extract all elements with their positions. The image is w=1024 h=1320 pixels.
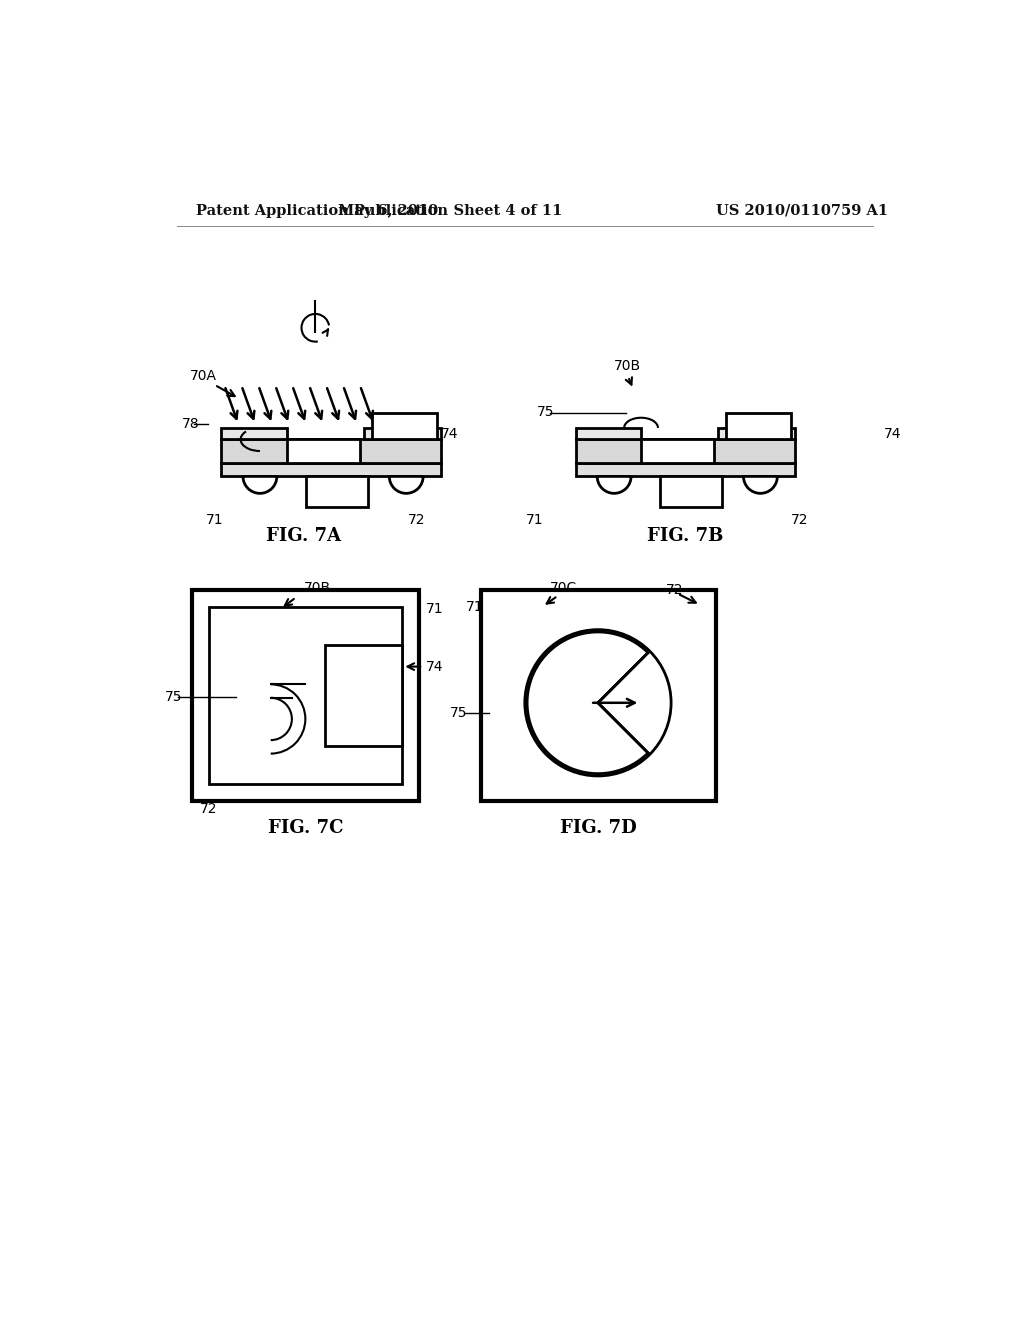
Text: 74: 74 [425, 660, 443, 673]
Bar [193, 590, 419, 801]
Text: 72: 72 [408, 513, 425, 527]
Text: May 6, 2010   Sheet 4 of 11: May 6, 2010 Sheet 4 of 11 [338, 203, 562, 218]
Bar [364, 428, 441, 440]
Wedge shape [389, 477, 423, 494]
Text: Patent Application Publication: Patent Application Publication [196, 203, 449, 218]
Text: FIG. 7D: FIG. 7D [560, 820, 637, 837]
Bar [660, 477, 722, 507]
Text: 70C: 70C [550, 581, 578, 595]
Wedge shape [527, 632, 648, 774]
Text: 70A: 70A [189, 368, 217, 383]
Bar [575, 428, 641, 440]
Bar [575, 462, 795, 477]
Bar [372, 412, 437, 440]
Wedge shape [243, 477, 276, 494]
Text: 70B: 70B [304, 581, 331, 595]
Wedge shape [597, 477, 631, 494]
Text: 74: 74 [884, 428, 901, 441]
Bar [718, 428, 795, 440]
Text: 75: 75 [451, 706, 468, 719]
Bar [221, 462, 441, 477]
Bar [306, 477, 368, 507]
Bar [575, 440, 795, 462]
Text: 71: 71 [206, 513, 223, 527]
Text: FIG. 7B: FIG. 7B [647, 527, 724, 545]
Text: 75: 75 [538, 405, 555, 420]
Bar [209, 607, 402, 784]
Bar [481, 590, 716, 801]
Bar [326, 645, 402, 746]
Text: 71: 71 [525, 513, 543, 527]
Bar [287, 440, 360, 462]
Wedge shape [743, 477, 777, 494]
Bar [641, 440, 714, 462]
Text: 72: 72 [792, 513, 809, 527]
Text: FIG. 7A: FIG. 7A [266, 527, 341, 545]
Text: FIG. 7C: FIG. 7C [268, 820, 343, 837]
Text: 70B: 70B [614, 359, 641, 374]
Circle shape [525, 630, 671, 776]
Text: 78: 78 [182, 417, 200, 432]
Text: 75: 75 [165, 690, 182, 705]
Text: 71: 71 [425, 602, 443, 616]
Bar [221, 428, 287, 440]
Bar [221, 440, 441, 462]
Text: 71: 71 [466, 601, 483, 614]
Text: 74: 74 [441, 428, 459, 441]
Bar [726, 412, 792, 440]
Text: US 2010/0110759 A1: US 2010/0110759 A1 [716, 203, 888, 218]
Text: 72: 72 [200, 803, 217, 816]
Text: 72: 72 [666, 582, 683, 597]
